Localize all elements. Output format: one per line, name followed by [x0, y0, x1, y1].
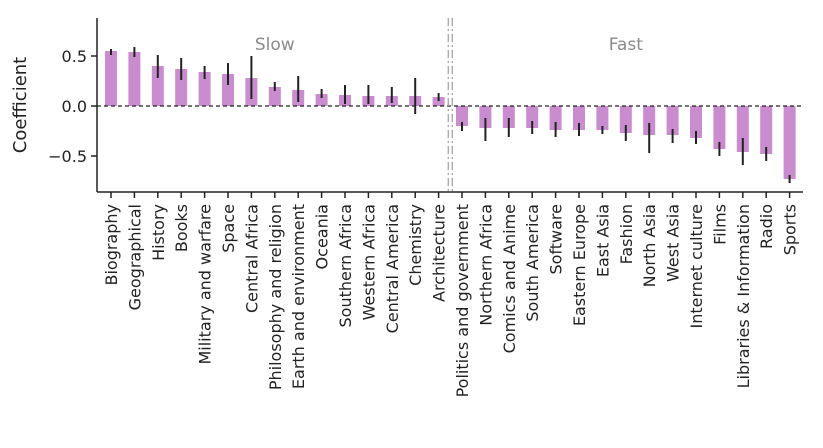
bar: [643, 106, 656, 135]
bar: [619, 106, 632, 133]
bar: [736, 106, 749, 152]
category-label: North Asia: [640, 204, 659, 287]
bar: [690, 106, 702, 138]
bars-layer: [105, 51, 796, 179]
bar: [573, 106, 585, 130]
category-label: Radio: [757, 204, 776, 249]
category-label: Chemistry: [406, 204, 425, 286]
category-label: Southern Africa: [336, 204, 355, 328]
bar: [456, 106, 468, 126]
category-label: Central America: [383, 204, 402, 333]
y-tick-label: 0.0: [62, 97, 87, 116]
bar: [502, 106, 515, 128]
errorbars-layer: [110, 47, 791, 183]
category-label: Eastern Europe: [570, 204, 589, 326]
bar: [479, 106, 492, 128]
bar: [596, 106, 609, 130]
bar: [760, 106, 773, 154]
category-label: Western Africa: [359, 204, 378, 320]
category-label: Northern Africa: [476, 204, 495, 326]
category-label: West Asia: [664, 204, 683, 282]
category-label: Films: [710, 204, 729, 245]
category-label: Space: [219, 204, 238, 253]
bar: [268, 87, 281, 106]
category-label: Politics and government: [453, 204, 472, 397]
bar: [666, 106, 679, 135]
category-label: Earth and environment: [289, 204, 308, 389]
group-label: Slow: [255, 35, 295, 55]
y-axis-title: Coefficient: [10, 57, 31, 154]
category-label: Architecture: [430, 204, 449, 302]
y-tick-label: 0.5: [62, 47, 87, 66]
bar: [315, 94, 328, 106]
category-label: Philosophy and religion: [266, 204, 285, 390]
category-label: Software: [547, 204, 566, 275]
labels-layer: −0.5 0.0 0.5 Biography Geographical History Bo…: [48, 35, 799, 397]
category-label: Biography: [102, 204, 121, 286]
axes-layer: [91, 18, 803, 198]
group-label: Fast: [609, 35, 643, 55]
bar: [198, 72, 211, 106]
category-label: Libraries & Information: [734, 204, 753, 388]
category-label: Internet culture: [687, 204, 706, 328]
category-label: Central Africa: [242, 204, 261, 313]
bar: [128, 52, 141, 106]
category-label: South America: [523, 204, 542, 322]
bar: [432, 97, 445, 106]
bar: [222, 74, 234, 106]
category-label: Comics and Anime: [500, 204, 519, 353]
bar: [713, 106, 726, 149]
bar: [175, 69, 188, 106]
bar: [151, 66, 164, 106]
category-label: Oceania: [313, 204, 332, 269]
category-label: Fashion: [617, 204, 636, 264]
category-label: East Asia: [593, 204, 612, 277]
bar: [549, 106, 562, 130]
category-label: History: [149, 204, 168, 261]
category-label: Military and warfare: [196, 204, 215, 365]
category-label: Geographical: [125, 204, 144, 310]
category-label: Books: [172, 204, 191, 252]
bar: [526, 106, 539, 128]
bar: [105, 51, 117, 106]
bar: [783, 106, 796, 179]
category-label: Sports: [781, 204, 800, 255]
y-tick-label: −0.5: [48, 147, 87, 166]
